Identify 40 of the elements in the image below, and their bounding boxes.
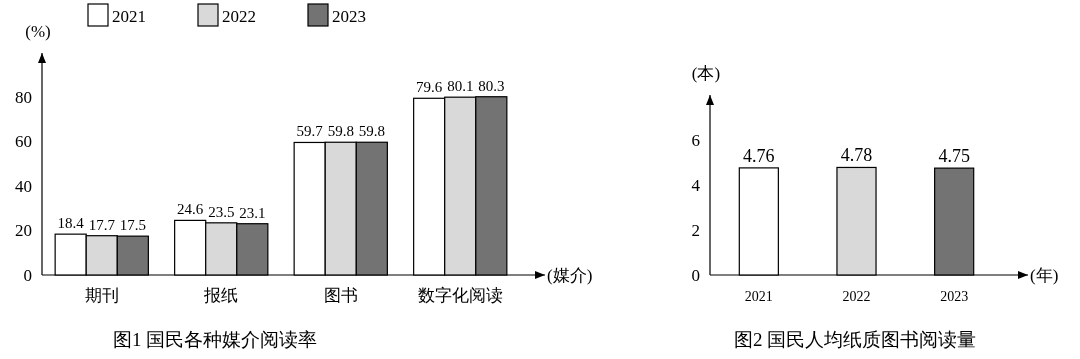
- text: 图1 国民各种媒介阅读率: [112, 329, 318, 350]
- data-label: 17.5: [119, 217, 146, 234]
- data-label: 4.76: [743, 145, 775, 166]
- y-tick-label: 6: [691, 130, 700, 150]
- data-label: 59.8: [327, 123, 354, 140]
- x-tick-label: 报纸: [203, 286, 239, 305]
- data-label: 17.7: [88, 216, 116, 233]
- x-tick-label: 2021: [744, 289, 773, 304]
- y-tick-label: 2: [691, 220, 700, 240]
- x-tick-label: 2023: [940, 289, 969, 304]
- y-tick-label: 80: [15, 87, 32, 107]
- text: 图2 国民人均纸质图书阅读量: [733, 329, 977, 350]
- data-label: 80.3: [478, 77, 505, 94]
- legend-label: 2022: [222, 6, 256, 26]
- y-tick-label: 40: [15, 176, 32, 196]
- data-label: 4.75: [938, 146, 970, 167]
- y-tick-label: 60: [15, 132, 32, 152]
- x-tick-label: 图书: [323, 286, 358, 305]
- y-tick-label: 0: [23, 265, 32, 285]
- x-axis-title: (年): [1030, 265, 1059, 285]
- data-label: 23.1: [239, 204, 266, 221]
- x-tick-label: 2022: [842, 289, 871, 304]
- data-label: 80.1: [447, 78, 474, 95]
- y-tick-label: 0: [691, 265, 700, 285]
- data-label: 4.78: [840, 145, 873, 166]
- legend-label: 2021: [112, 6, 146, 26]
- y-axis-title: (本): [691, 64, 721, 83]
- legend-label: 2023: [332, 6, 366, 26]
- data-label: 18.4: [57, 215, 85, 232]
- data-label: 59.7: [296, 123, 324, 140]
- data-label: 59.8: [358, 123, 385, 140]
- x-tick-label: 数字化阅读: [417, 286, 503, 305]
- data-label: 24.6: [177, 201, 204, 218]
- data-label: 79.6: [416, 79, 443, 96]
- x-axis-title: (媒介): [547, 265, 593, 285]
- data-label: 23.5: [208, 203, 235, 220]
- x-tick-label: 期刊: [84, 286, 119, 305]
- y-tick-label: 20: [15, 221, 32, 241]
- y-tick-label: 4: [691, 175, 701, 195]
- y-axis-title: (%): [25, 22, 51, 41]
